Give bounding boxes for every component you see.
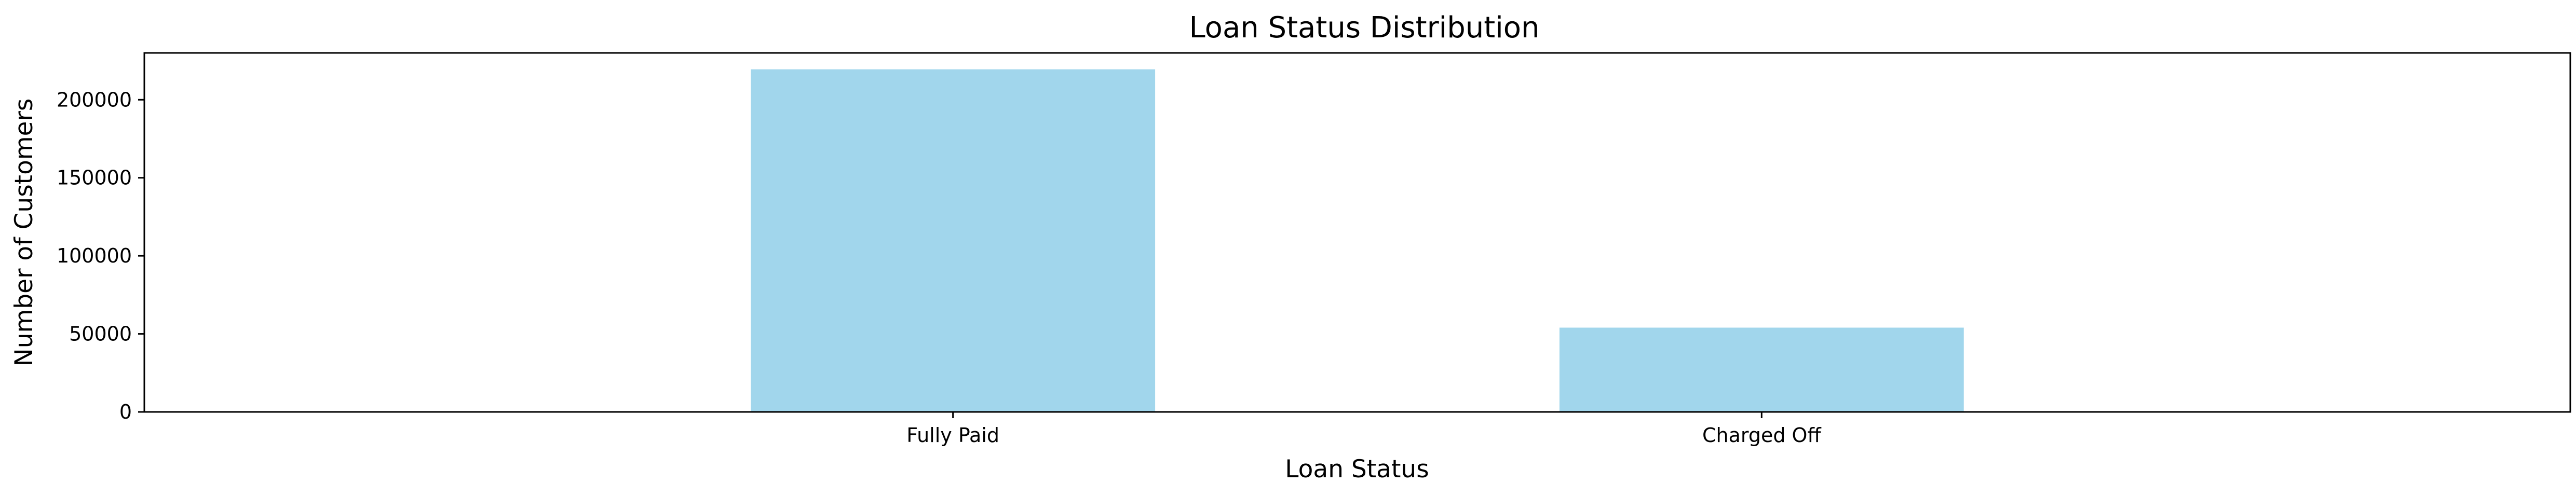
chart-title: Loan Status Distribution xyxy=(1189,11,1539,45)
x-tick-label: Charged Off xyxy=(1702,424,1821,447)
y-tick-label: 100000 xyxy=(57,244,132,267)
y-tick-label: 200000 xyxy=(57,88,132,111)
bar-fully-paid xyxy=(751,69,1156,412)
x-tick-label: Fully Paid xyxy=(906,424,999,447)
ticks-layer: Fully Paid Charged Off 0 50000 100000 150000 2… xyxy=(57,88,1822,447)
y-axis-title: Number of Customers xyxy=(10,99,38,367)
y-tick-label: 0 xyxy=(119,401,132,423)
y-tick-label: 150000 xyxy=(57,167,132,189)
bars-layer xyxy=(751,69,1964,412)
x-axis-title: Loan Status xyxy=(1285,455,1429,484)
plot-area-frame xyxy=(143,52,2571,413)
y-tick-label: 50000 xyxy=(69,323,132,346)
bar-charged-off xyxy=(1559,327,1964,412)
